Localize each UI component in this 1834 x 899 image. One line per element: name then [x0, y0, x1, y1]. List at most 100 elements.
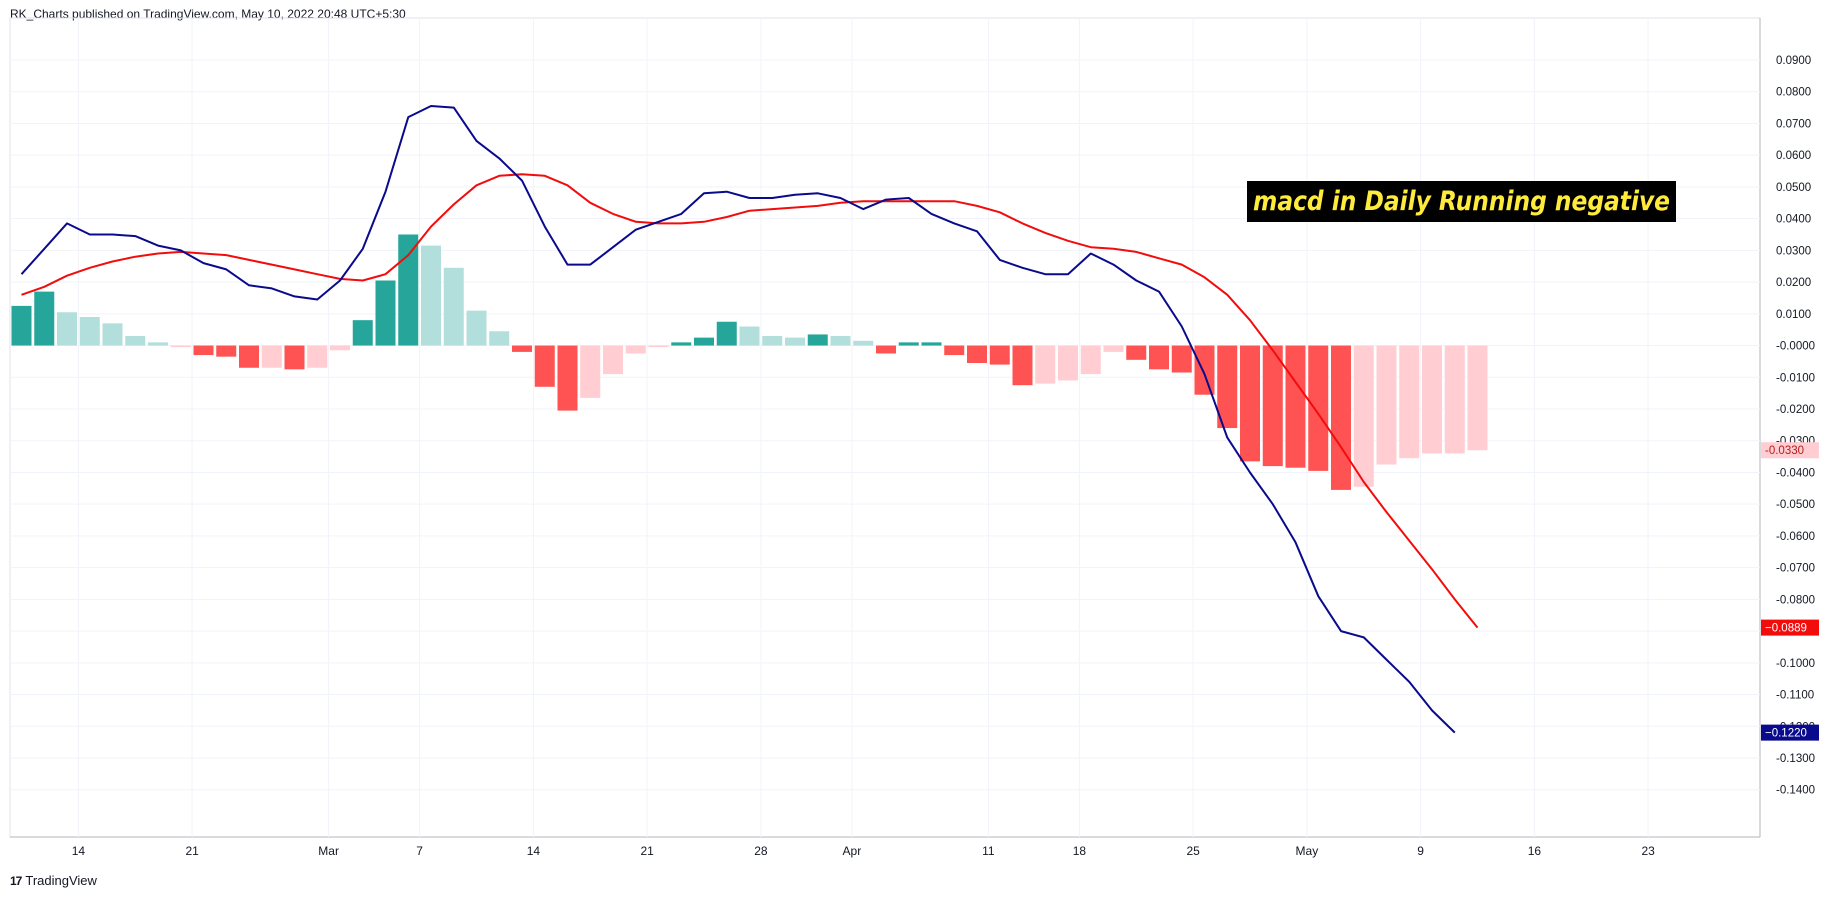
- histogram-bar: [898, 342, 919, 346]
- histogram-bar: [216, 345, 237, 357]
- x-tick-label: May: [1296, 844, 1319, 858]
- annotation: macd in Daily Running negative: [1247, 181, 1676, 222]
- histogram-bar: [944, 345, 965, 356]
- y-tick-label: -0.0000: [1776, 341, 1815, 353]
- histogram-bar: [11, 305, 32, 346]
- price-label-box: [1761, 724, 1819, 741]
- histogram-bar: [1171, 345, 1192, 373]
- signal-line: [21, 173, 1479, 629]
- grid: [9, 17, 1761, 838]
- histogram-bar: [739, 326, 760, 346]
- lines: [20, 105, 1479, 734]
- x-tick-label: 21: [185, 844, 199, 858]
- histogram-bar: [125, 336, 146, 346]
- y-tick-label: -0.0400: [1776, 467, 1815, 479]
- histogram-bar: [534, 345, 555, 387]
- histogram-bar: [284, 345, 305, 370]
- histogram-bar: [694, 337, 714, 346]
- histogram-bar: [830, 336, 851, 346]
- plot-frame: [9, 17, 1761, 838]
- histogram-bar: [466, 310, 487, 346]
- histogram-bar: [102, 323, 123, 346]
- histogram-bar: [239, 345, 259, 368]
- histogram-bar: [1353, 345, 1374, 487]
- y-tick-label: -0.0700: [1776, 563, 1815, 575]
- histogram-bar: [330, 345, 350, 351]
- y-tick-label: 0.0500: [1776, 182, 1811, 194]
- histogram-bar: [625, 345, 646, 354]
- histogram-bar: [1422, 345, 1442, 454]
- histogram-bar: [1308, 345, 1329, 471]
- axes: 0.0900 0.0800 0.0700 0.0600 0.0500 0.0400 0.03…: [72, 55, 1819, 858]
- histogram-bar: [375, 280, 396, 346]
- x-tick-label: 14: [72, 844, 86, 858]
- x-tick-label: 25: [1186, 844, 1200, 858]
- annotation-text: macd in Daily Running negative: [1253, 186, 1670, 217]
- histogram-bar: [34, 291, 55, 346]
- histogram-bar: [443, 267, 464, 346]
- histogram-bar: [807, 334, 828, 346]
- histogram-bar: [989, 345, 1010, 365]
- x-tick-label: 11: [982, 844, 995, 858]
- histogram-bar: [148, 342, 168, 346]
- y-tick-label: 0.0400: [1776, 214, 1811, 226]
- histogram-bar: [785, 337, 805, 346]
- histogram-bar: [1399, 345, 1420, 459]
- histogram-bar: [1058, 345, 1078, 381]
- histogram: [11, 234, 1488, 490]
- macd-line: [20, 105, 1456, 734]
- histogram-bar: [1331, 345, 1351, 490]
- tradingview-footer[interactable]: 17 TradingView: [10, 873, 97, 888]
- histogram-bar: [57, 312, 77, 346]
- histogram-bar: [1035, 345, 1056, 384]
- histogram-bar: [1285, 345, 1306, 468]
- histogram-bar: [603, 345, 623, 375]
- histogram-bar: [716, 321, 737, 346]
- x-tick-label: 9: [1417, 844, 1424, 858]
- y-tick-label: -0.1100: [1776, 690, 1814, 702]
- y-tick-label: -0.1300: [1776, 753, 1815, 765]
- histogram-bar: [170, 345, 191, 348]
- y-tick-label: -0.0500: [1776, 499, 1815, 511]
- x-tick-label: 7: [416, 844, 423, 858]
- histogram-bar: [1240, 345, 1260, 462]
- histogram-bar: [1444, 345, 1465, 454]
- histogram-bar: [1262, 345, 1283, 467]
- footer-brand-label: TradingView: [25, 873, 97, 888]
- histogram-bar: [1149, 345, 1169, 370]
- histogram-bar: [193, 345, 214, 356]
- y-tick-label: 0.0700: [1776, 118, 1811, 130]
- price-label-text: −0.1220: [1765, 728, 1807, 740]
- histogram-bar: [1126, 345, 1147, 360]
- histogram-bar: [1103, 345, 1124, 352]
- price-label-text: −0.0889: [1765, 623, 1807, 635]
- x-tick-label: Mar: [318, 844, 339, 858]
- histogram-bar: [489, 331, 510, 346]
- histogram-bar: [853, 340, 874, 346]
- histogram-bar: [1467, 345, 1488, 451]
- histogram-bar: [1012, 345, 1033, 386]
- histogram-bar: [876, 345, 896, 354]
- y-tick-label: 0.0200: [1776, 277, 1811, 289]
- y-tick-label: -0.0200: [1776, 404, 1815, 416]
- y-tick-label: -0.0600: [1776, 531, 1815, 543]
- histogram-bar: [261, 345, 282, 368]
- price-label-text: -0.0330: [1765, 445, 1804, 457]
- y-tick-label: 0.0800: [1776, 87, 1811, 99]
- y-tick-label: 0.0100: [1776, 309, 1811, 321]
- x-tick-label: 18: [1073, 844, 1087, 858]
- histogram-bar: [307, 345, 328, 368]
- histogram-bar: [648, 345, 669, 348]
- x-tick-label: 21: [640, 844, 654, 858]
- y-tick-label: -0.1400: [1776, 785, 1815, 797]
- histogram-bar: [967, 345, 987, 363]
- histogram-bar: [1376, 345, 1397, 465]
- histogram-bar: [921, 342, 942, 346]
- histogram-bar: [352, 320, 373, 346]
- x-tick-label: 14: [527, 844, 541, 858]
- x-tick-label: Apr: [843, 844, 862, 858]
- histogram-bar: [671, 342, 692, 346]
- y-tick-label: 0.0300: [1776, 245, 1811, 257]
- price-label-box: [1761, 619, 1819, 636]
